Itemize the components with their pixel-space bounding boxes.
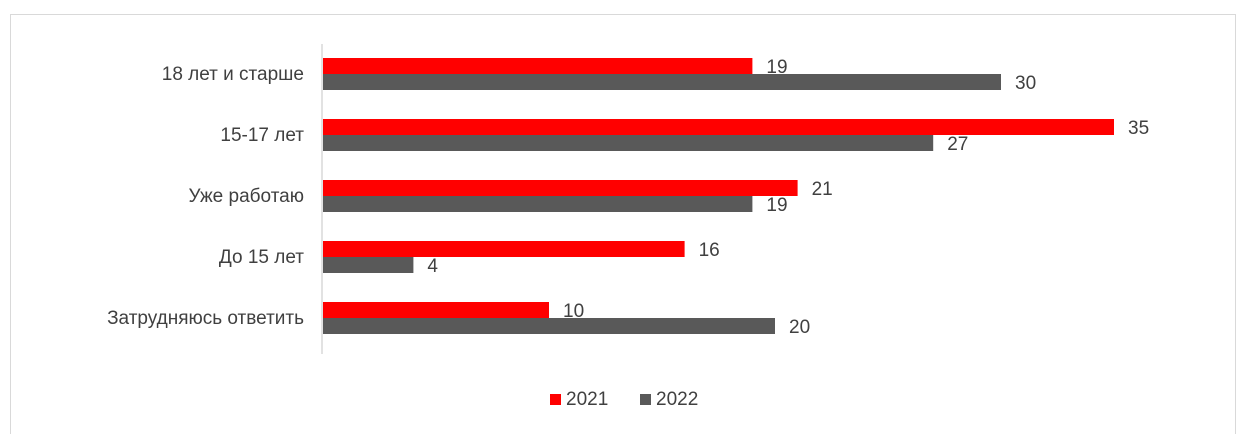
data-label-2022-2: 19: [766, 195, 787, 216]
legend-label-2021: 2021: [566, 389, 608, 410]
bar-2022-2: [323, 196, 753, 212]
bar-2021-0: [323, 58, 753, 74]
data-label-2021-1: 35: [1128, 118, 1149, 139]
category-label: Уже работаю: [189, 186, 304, 207]
legend-swatch-2022: [640, 394, 651, 405]
bar-2022-0: [323, 74, 1001, 90]
data-label-2021-3: 16: [699, 240, 720, 261]
data-label-2022-3: 4: [427, 256, 438, 277]
data-label-2022-0: 30: [1015, 73, 1036, 94]
bar-2021-4: [323, 302, 549, 318]
bar-2022-1: [323, 135, 934, 151]
category-label: 15-17 лет: [220, 125, 304, 146]
data-label-2022-4: 20: [789, 317, 810, 338]
bar-2021-3: [323, 241, 685, 257]
category-label: Затрудняюсь ответить: [107, 308, 304, 329]
data-label-2021-0: 19: [766, 57, 787, 78]
bar-2021-1: [323, 119, 1114, 135]
data-label-2021-4: 10: [563, 301, 584, 322]
data-label-2022-1: 27: [947, 134, 968, 155]
legend-label-2022: 2022: [656, 389, 698, 410]
category-label: 18 лет и старше: [162, 64, 304, 85]
bar-2022-4: [323, 318, 775, 334]
data-label-2021-2: 21: [812, 179, 833, 200]
bar-2022-3: [323, 257, 414, 273]
legend-swatch-2021: [550, 394, 561, 405]
category-label: До 15 лет: [219, 247, 304, 268]
bar-2021-2: [323, 180, 798, 196]
chart-frame: [10, 14, 1236, 434]
